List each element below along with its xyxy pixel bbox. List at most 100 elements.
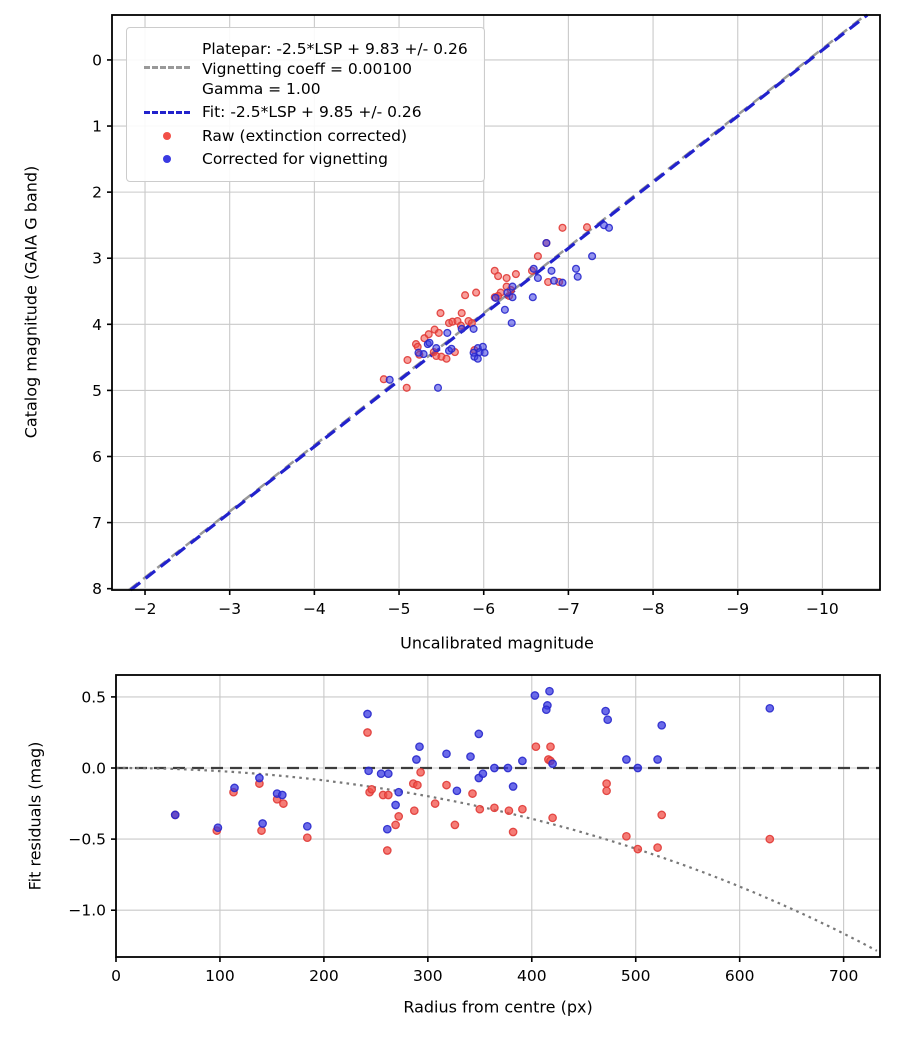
fit-residuals-plot: 0 100 200 300 400 500 600 700 0.5 0.0 −0.5 −1.0 [68, 674, 881, 985]
top-x-axis-label: Uncalibrated magnitude [400, 633, 594, 653]
x-tick-label: 300 [413, 967, 443, 985]
corrected-marker-sample [163, 154, 171, 163]
fit-dashed-line-sample [144, 110, 190, 114]
scatter-point [277, 790, 287, 800]
y-tick-label: 8 [92, 580, 102, 598]
scatter-point [363, 728, 372, 737]
scatter-point [542, 238, 551, 248]
scatter-point [548, 813, 557, 823]
fit-residuals-plot-frame [115, 674, 881, 958]
scatter-point [442, 354, 451, 363]
scatter-point [480, 348, 489, 357]
magnitude-fit-plot-frame [111, 14, 881, 591]
scatter-point [588, 252, 597, 261]
x-tick-label: −10 [806, 600, 839, 618]
y-tick-label: 0.5 [81, 688, 106, 706]
scatter-point [430, 799, 440, 808]
magnitude-fit-plot-ticks: −2 −3 −4 −5 −6 −7 −8 −9 −10 0 1 2 3 4 5 6 7 8 [92, 51, 839, 618]
scatter-point [447, 344, 456, 353]
scatter-point [573, 272, 582, 281]
y-tick-label: 0.0 [81, 760, 106, 778]
scatter-point [582, 223, 592, 232]
y-tick-label: 5 [92, 382, 102, 400]
platepar-dashed-line-sample [144, 66, 190, 69]
fit-residuals-plot-ticks: 0 100 200 300 400 500 600 700 0.5 0.0 −0.5 −1.0 [68, 688, 858, 985]
scatter-point [413, 780, 422, 790]
scatter-point [403, 355, 412, 365]
scatter-point [508, 282, 517, 291]
scatter-point [653, 843, 662, 852]
scatter-point [402, 383, 411, 392]
legend-item-corrected: Corrected for vignetting [138, 149, 468, 169]
bottom-y-axis-label: Fit residuals (mag) [25, 741, 45, 891]
scatter-point [433, 383, 443, 392]
scatter-point [442, 780, 451, 790]
scatter-point [213, 823, 223, 833]
scatter-point [491, 293, 500, 302]
fit-residuals-plot-gridlines [115, 675, 880, 957]
fit-residuals-plot-raw-points [170, 728, 775, 855]
scatter-point [765, 834, 775, 844]
legend-label-raw: Raw (extinction corrected) [202, 126, 408, 145]
scatter-point [302, 821, 312, 831]
scatter-point [653, 755, 662, 764]
scatter-point [502, 273, 511, 283]
scatter-point [436, 309, 445, 318]
scatter-point [657, 720, 667, 730]
scatter-point [533, 273, 542, 283]
scatter-point [622, 831, 631, 841]
legend-item-fit: Fit: -2.5*LSP + 9.85 +/- 0.26 [138, 102, 468, 122]
legend-label-platepar: Platepar: -2.5*LSP + 9.83 +/- 0.26 Vigne… [202, 40, 468, 99]
platepar-line [128, 14, 867, 591]
y-tick-label: 0 [92, 51, 102, 69]
scatter-point [443, 328, 452, 337]
scatter-point [475, 804, 485, 814]
bottom-x-axis-label: Radius from centre (px) [403, 997, 593, 1017]
y-tick-label: 6 [92, 448, 102, 466]
scatter-point [602, 786, 611, 796]
scatter-point [657, 810, 667, 820]
scatter-point [457, 324, 466, 333]
scatter-point [571, 264, 581, 273]
scatter-point [546, 742, 555, 752]
scatter-point [452, 786, 462, 796]
scatter-point [367, 784, 377, 794]
scatter-point [415, 742, 424, 752]
scatter-point [529, 264, 538, 273]
scatter-point [257, 826, 266, 835]
scatter-point [425, 338, 434, 347]
scatter-point [394, 787, 404, 797]
scatter-point [279, 799, 288, 808]
legend-sample-col [138, 131, 196, 140]
scatter-point [531, 742, 541, 752]
x-tick-label: 600 [725, 967, 755, 985]
scatter-point [461, 291, 470, 300]
y-tick-label: 4 [92, 316, 102, 334]
scatter-point [511, 270, 520, 279]
scatter-point [364, 766, 373, 776]
scatter-point [490, 763, 499, 773]
scatter-point [528, 293, 537, 302]
scatter-point [545, 686, 554, 696]
scatter-point [382, 846, 392, 855]
scatter-point [622, 755, 631, 764]
scatter-point [473, 354, 482, 363]
magnitude-fit-plot: −2 −3 −4 −5 −6 −7 −8 −9 −10 0 1 2 3 4 5 6 7 8 [92, 13, 881, 618]
scatter-point [558, 278, 567, 287]
x-tick-label: 200 [309, 967, 339, 985]
magnitude-fit-plot-corrected-points [385, 221, 614, 392]
legend-sample-col [138, 39, 196, 69]
magnitude-fit-plot-raw-points [379, 223, 592, 392]
scatter-point [424, 330, 433, 339]
scatter-point [503, 763, 513, 773]
scatter-point [518, 756, 527, 766]
y-tick-label: −0.5 [68, 831, 106, 849]
scatter-point [385, 375, 394, 384]
scatter-point [504, 806, 514, 816]
scatter-point [434, 328, 443, 337]
x-tick-label: −9 [726, 600, 749, 618]
scatter-point [490, 803, 499, 813]
scatter-point [468, 789, 477, 798]
x-tick-label: −2 [134, 600, 157, 618]
